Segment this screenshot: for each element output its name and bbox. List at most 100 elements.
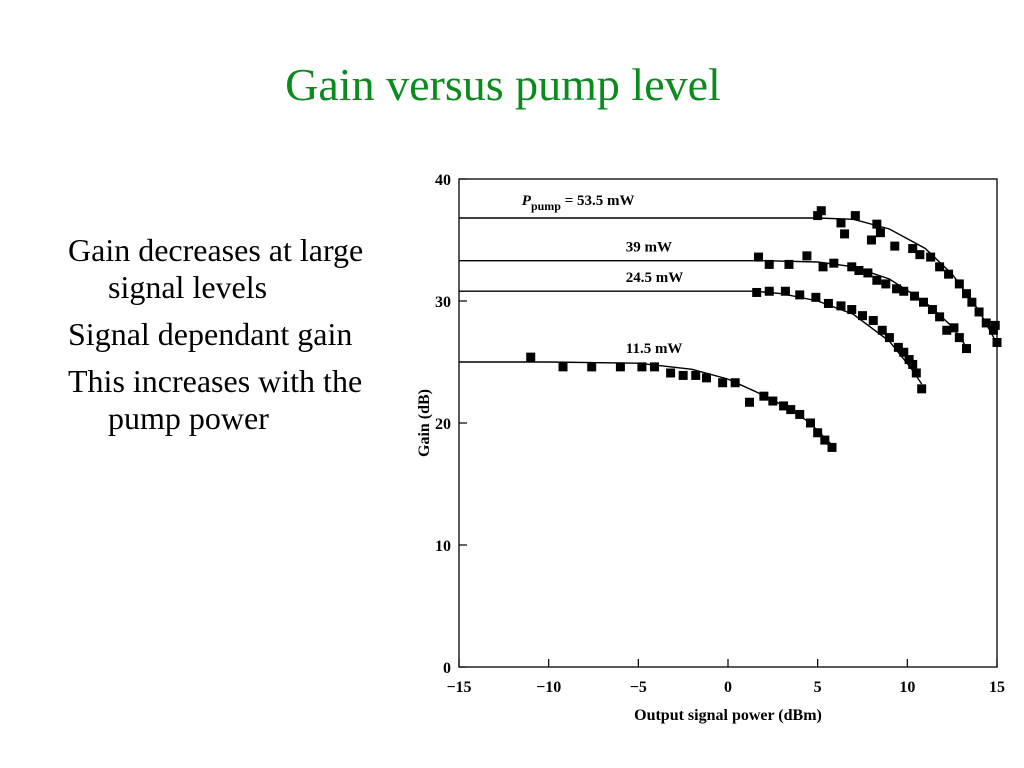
data-point <box>764 259 774 269</box>
data-point <box>649 362 659 372</box>
data-point <box>863 268 873 278</box>
data-point <box>954 333 964 343</box>
data-point <box>988 325 998 335</box>
gain-chart: −15 −10 −5 0 5 10 15 0 10 20 30 40 Output signal pow… <box>416 172 1005 724</box>
y-axis-label: Gain (dB) <box>416 389 433 457</box>
data-point <box>558 362 568 372</box>
data-point <box>872 219 882 229</box>
data-point <box>990 320 1000 330</box>
data-point <box>935 312 945 322</box>
data-point <box>730 378 740 388</box>
data-point <box>962 344 972 354</box>
data-point <box>784 259 794 269</box>
x-tick-label: 0 <box>724 679 732 696</box>
data-point <box>967 297 977 307</box>
series-label: 11.5 mW <box>626 341 683 357</box>
data-point <box>836 218 846 228</box>
bullet-item: This increases with the pump power <box>68 363 363 436</box>
y-tick-label: 10 <box>435 538 451 555</box>
data-point <box>813 428 823 438</box>
data-point <box>615 362 625 372</box>
series-label: 39 mW <box>626 240 672 256</box>
data-point <box>780 286 790 296</box>
slide-title: Gain versus pump level <box>285 59 721 110</box>
data-point <box>637 362 647 372</box>
data-point <box>949 323 959 333</box>
data-point <box>526 352 536 362</box>
data-point <box>795 409 805 419</box>
data-point <box>836 301 846 311</box>
series-label: Ppump = 53.5 mW <box>522 193 635 213</box>
x-tick-label: 5 <box>814 679 822 696</box>
data-point <box>872 275 882 285</box>
data-point <box>918 297 928 307</box>
data-point <box>811 292 821 302</box>
data-point <box>795 290 805 300</box>
data-point <box>691 370 701 380</box>
data-point <box>981 318 991 328</box>
data-point <box>820 435 830 445</box>
data-point <box>908 244 918 254</box>
x-tick-label: −5 <box>630 679 647 696</box>
data-point <box>893 342 903 352</box>
data-point <box>899 347 909 357</box>
bullet-item: Signal dependant gain <box>68 316 353 352</box>
data-point <box>910 291 920 301</box>
x-axis-label: Output signal power (dBm) <box>634 707 822 724</box>
data-point <box>764 286 774 296</box>
series-curve <box>459 217 998 345</box>
data-point <box>666 368 676 378</box>
data-point <box>908 359 918 369</box>
data-point <box>823 298 833 308</box>
data-point <box>745 397 755 407</box>
x-tick-label: 15 <box>989 679 1005 696</box>
data-point <box>818 262 828 272</box>
data-point <box>954 279 964 289</box>
data-point <box>899 286 909 296</box>
data-point <box>847 305 857 315</box>
data-point <box>944 269 954 279</box>
data-point <box>892 284 902 294</box>
data-point <box>881 279 891 289</box>
data-point <box>942 325 952 335</box>
data-point <box>927 305 937 315</box>
data-point <box>868 316 878 326</box>
y-tick-label: 40 <box>435 172 451 189</box>
data-point <box>718 378 728 388</box>
data-point <box>850 211 860 221</box>
data-point <box>813 211 823 221</box>
series-label: 24.5 mW <box>626 270 684 286</box>
data-point <box>992 337 1002 347</box>
data-point <box>890 241 900 251</box>
data-point <box>935 262 945 272</box>
data-point <box>926 252 936 262</box>
data-point <box>829 258 839 268</box>
data-point <box>915 250 925 260</box>
data-point <box>816 206 826 216</box>
x-tick-label: 10 <box>899 679 915 696</box>
data-point <box>753 252 763 262</box>
data-point <box>858 311 867 321</box>
data-point <box>866 235 876 245</box>
data-point <box>840 229 850 239</box>
data-point <box>768 396 778 406</box>
x-tick-label: −10 <box>536 679 561 696</box>
data-point <box>786 405 796 415</box>
data-point <box>847 262 857 272</box>
y-tick-label: 20 <box>435 416 451 433</box>
data-point <box>805 418 815 428</box>
data-point <box>678 370 688 380</box>
data-point <box>759 391 769 401</box>
data-point <box>854 266 864 275</box>
x-tick-label: −15 <box>446 679 471 696</box>
data-point <box>779 401 789 411</box>
bullet-item: Gain decreases at large signal levels <box>68 232 364 305</box>
data-point <box>752 287 762 297</box>
data-point <box>917 384 927 394</box>
data-point <box>884 333 894 343</box>
data-point <box>802 251 812 261</box>
data-point <box>701 373 711 383</box>
data-point <box>877 325 887 335</box>
data-point <box>875 228 885 238</box>
y-tick-label: 0 <box>443 660 451 677</box>
